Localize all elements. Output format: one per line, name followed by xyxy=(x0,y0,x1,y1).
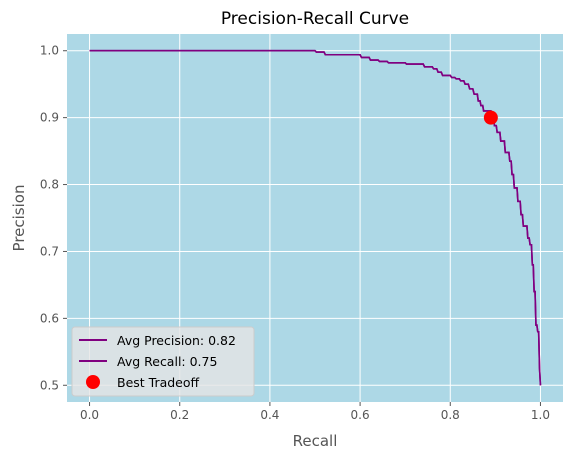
x-axis-label: Recall xyxy=(293,432,338,450)
best-tradeoff-point xyxy=(483,110,498,125)
chart-title: Precision-Recall Curve xyxy=(221,9,409,29)
x-tick-label: 1.0 xyxy=(531,408,550,422)
y-axis-label: Precision xyxy=(10,185,28,252)
x-tick-label: 0.6 xyxy=(351,408,370,422)
legend-label-avg-recall: Avg Recall: 0.75 xyxy=(117,354,217,369)
y-tick-label: 0.7 xyxy=(40,244,59,258)
y-tick-label: 0.6 xyxy=(40,311,59,325)
legend-box xyxy=(71,326,255,397)
legend: Avg Precision: 0.82 Avg Recall: 0.75 Bes… xyxy=(71,326,255,397)
x-axis-ticks: 0.0 0.2 0.4 0.6 0.8 1.0 xyxy=(80,402,550,422)
y-tick-label: 1.0 xyxy=(40,44,59,58)
x-tick-label: 0.4 xyxy=(260,408,279,422)
legend-marker-best-tradeoff xyxy=(86,375,100,389)
legend-label-avg-precision: Avg Precision: 0.82 xyxy=(117,333,236,348)
y-tick-label: 0.5 xyxy=(40,378,59,392)
legend-label-best-tradeoff: Best Tradeoff xyxy=(117,375,200,390)
y-axis-ticks: 0.5 0.6 0.7 0.8 0.9 1.0 xyxy=(40,44,67,392)
series-line-1 xyxy=(89,49,542,386)
x-tick-label: 0.2 xyxy=(170,408,189,422)
y-tick-label: 0.9 xyxy=(40,111,59,125)
points-layer xyxy=(483,110,498,125)
x-tick-label: 0.0 xyxy=(80,408,99,422)
series-layer xyxy=(89,49,542,386)
x-tick-label: 0.8 xyxy=(441,408,460,422)
y-tick-label: 0.8 xyxy=(40,178,59,192)
